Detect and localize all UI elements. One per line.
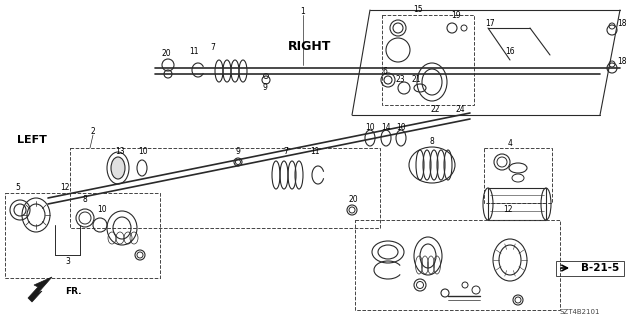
Text: 20: 20 bbox=[161, 48, 171, 57]
Text: SZT4B2101: SZT4B2101 bbox=[560, 309, 600, 315]
Text: 5: 5 bbox=[15, 182, 20, 191]
Polygon shape bbox=[28, 277, 52, 302]
Bar bbox=[488, 188, 546, 220]
Text: 7: 7 bbox=[284, 147, 289, 157]
Text: 9: 9 bbox=[236, 147, 241, 157]
Text: 3: 3 bbox=[65, 257, 70, 266]
Bar bbox=[355, 220, 560, 310]
Text: 13: 13 bbox=[115, 147, 125, 157]
Bar bbox=[5, 193, 160, 278]
Text: 16: 16 bbox=[505, 48, 515, 56]
Text: 19: 19 bbox=[451, 11, 461, 19]
Ellipse shape bbox=[111, 157, 125, 179]
Text: FR.: FR. bbox=[65, 287, 81, 296]
Text: LEFT: LEFT bbox=[17, 135, 47, 145]
Text: RIGHT: RIGHT bbox=[288, 40, 332, 53]
Text: 11: 11 bbox=[189, 48, 199, 56]
Text: 9: 9 bbox=[262, 83, 268, 92]
Text: 24: 24 bbox=[455, 106, 465, 115]
Text: 15: 15 bbox=[413, 5, 423, 14]
Text: B-21-5: B-21-5 bbox=[581, 263, 619, 273]
Text: 18: 18 bbox=[617, 19, 627, 28]
Text: 2: 2 bbox=[91, 128, 95, 137]
Text: 10: 10 bbox=[97, 205, 107, 214]
Text: 18: 18 bbox=[617, 57, 627, 66]
Text: 1: 1 bbox=[301, 8, 305, 17]
Text: 14: 14 bbox=[381, 123, 391, 132]
Text: 21: 21 bbox=[412, 76, 420, 85]
Text: 8: 8 bbox=[429, 137, 435, 146]
Text: 11: 11 bbox=[310, 147, 320, 157]
Bar bbox=[382, 15, 474, 105]
Text: 6: 6 bbox=[383, 68, 387, 77]
Text: 12: 12 bbox=[503, 205, 513, 214]
Text: 12: 12 bbox=[60, 182, 70, 191]
Text: 20: 20 bbox=[348, 196, 358, 204]
Bar bbox=[556, 261, 624, 276]
Text: 23: 23 bbox=[395, 76, 405, 85]
Text: 7: 7 bbox=[211, 43, 216, 53]
Text: 10: 10 bbox=[138, 147, 148, 157]
Text: 17: 17 bbox=[485, 19, 495, 28]
Text: 4: 4 bbox=[508, 138, 513, 147]
Text: 22: 22 bbox=[430, 106, 440, 115]
Text: 10: 10 bbox=[396, 123, 406, 132]
Bar bbox=[484, 148, 552, 203]
Text: 8: 8 bbox=[83, 196, 88, 204]
Text: 10: 10 bbox=[365, 123, 375, 132]
Bar bbox=[70, 148, 380, 228]
